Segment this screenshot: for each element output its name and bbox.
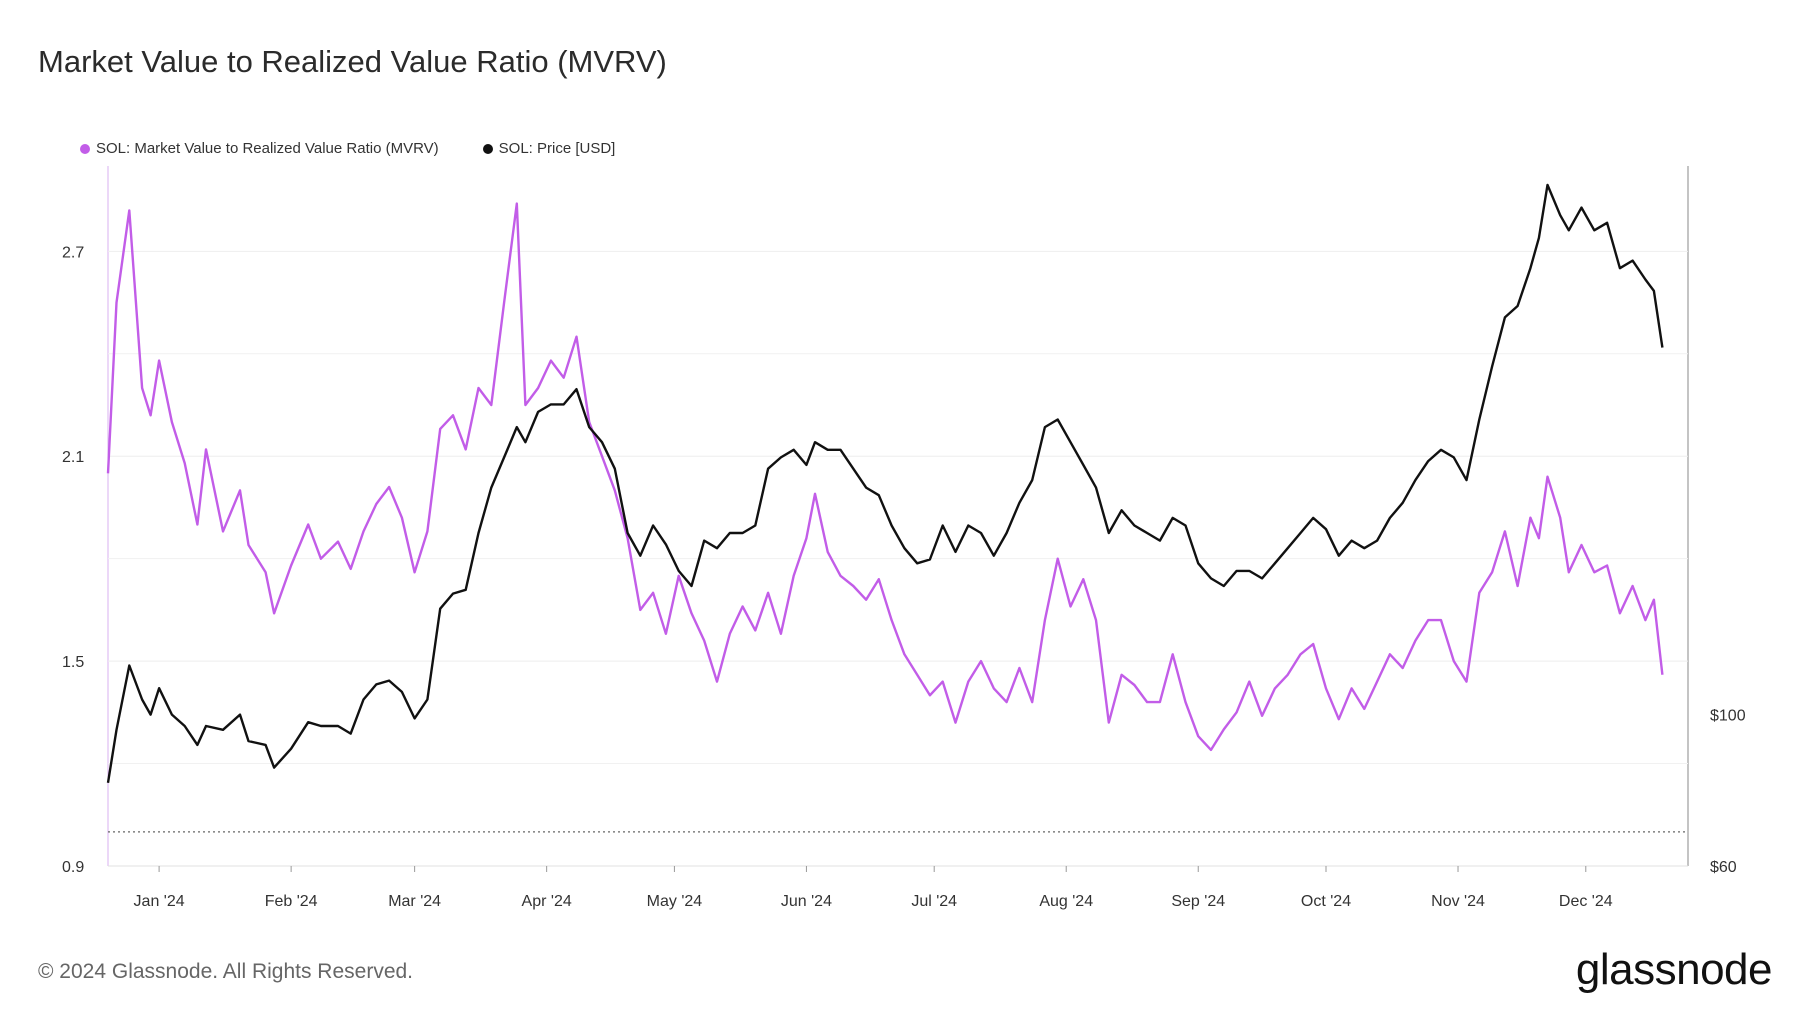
price-series-line	[106, 183, 1664, 783]
legend-label-mvrv: SOL: Market Value to Realized Value Rati…	[96, 140, 439, 157]
x-tick-Oct '24: Oct '24	[1301, 893, 1351, 910]
y-left-tick-2.7: 2.7	[62, 244, 84, 261]
copyright-footer: © 2024 Glassnode. All Rights Reserved.	[38, 960, 414, 983]
x-tick-Sep '24: Sep '24	[1171, 893, 1225, 910]
x-tick-Nov '24: Nov '24	[1431, 893, 1485, 910]
legend-dot-mvrv	[80, 143, 90, 154]
y-left-tick-1.5: 1.5	[62, 654, 84, 671]
y-right-tick-$100: $100	[1710, 708, 1746, 725]
x-tick-Jul '24: Jul '24	[911, 893, 957, 910]
legend-item-mvrv[interactable]: SOL: Market Value to Realized Value Rati…	[80, 140, 439, 157]
legend-item-price[interactable]: SOL: Price [USD]	[482, 140, 616, 157]
y-left-tick-0.9: 0.9	[62, 859, 84, 876]
legend-dot-price	[482, 143, 493, 154]
x-tick-Jan '24: Jan '24	[134, 893, 185, 910]
chart-title: Market Value to Realized Value Ratio (MV…	[38, 44, 667, 79]
x-tick-Apr '24: Apr '24	[522, 893, 572, 910]
x-tick-Mar '24: Mar '24	[388, 893, 441, 910]
mvrv-series-line	[106, 202, 1664, 752]
glassnode-logo: glassnode	[1575, 945, 1773, 994]
legend: SOL: Market Value to Realized Value Rati…	[80, 140, 615, 157]
y-left-tick-2.1: 2.1	[62, 449, 84, 466]
x-tick-Aug '24: Aug '24	[1039, 893, 1093, 910]
y-right-tick-$60: $60	[1710, 859, 1737, 876]
x-tick-May '24: May '24	[647, 893, 703, 910]
legend-label-price: SOL: Price [USD]	[498, 140, 616, 157]
x-tick-Feb '24: Feb '24	[265, 893, 318, 910]
x-tick-Jun '24: Jun '24	[781, 893, 832, 910]
x-tick-Dec '24: Dec '24	[1559, 893, 1613, 910]
